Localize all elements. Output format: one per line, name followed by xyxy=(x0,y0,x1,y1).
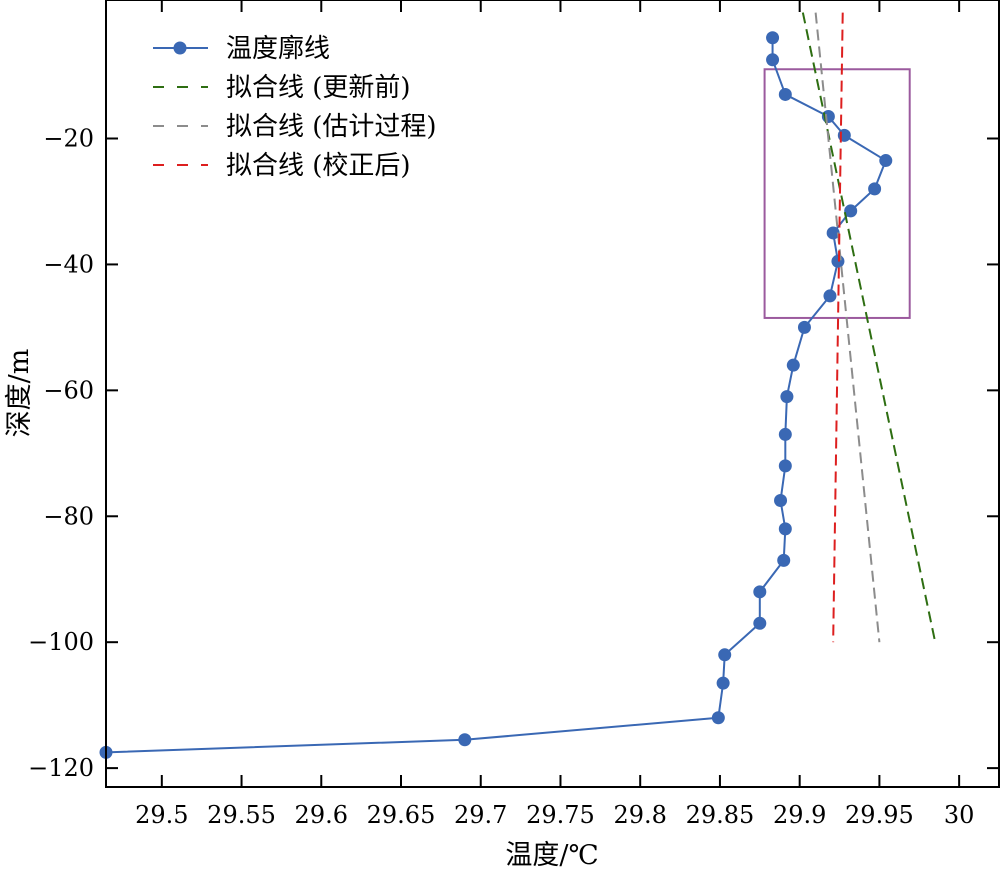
series-0-point xyxy=(778,522,792,536)
y-tick-label: −40 xyxy=(43,250,94,278)
legend-item-2: 拟合线 (估计过程) xyxy=(153,112,437,142)
series-3 xyxy=(832,12,844,643)
series-0-point xyxy=(753,585,767,599)
y-tick-label: −60 xyxy=(43,376,94,404)
x-axis-title: 温度/℃ xyxy=(505,840,598,871)
x-tick-label: 29.7 xyxy=(454,801,507,829)
series-0-point xyxy=(868,182,882,196)
series-2-line xyxy=(814,12,881,643)
series-0-point xyxy=(780,390,794,404)
series-0-point xyxy=(826,226,840,240)
legend-item-3: 拟合线 (校正后) xyxy=(153,151,411,181)
y-tick-label: −20 xyxy=(43,125,94,153)
series-0-point xyxy=(711,711,725,725)
x-tick-label: 29.5 xyxy=(135,801,188,829)
x-tick-label: 29.75 xyxy=(526,801,595,829)
x-tick-label: 29.8 xyxy=(613,801,666,829)
series-1-line xyxy=(801,12,937,643)
x-tick-label: 29.55 xyxy=(207,801,276,829)
series-0-point xyxy=(778,427,792,441)
series-0-point xyxy=(778,459,792,473)
series-0-point xyxy=(879,154,893,168)
series-0-point xyxy=(716,676,730,690)
series-0-point xyxy=(766,53,780,67)
series-0-point xyxy=(786,358,800,372)
x-tick-label: 29.6 xyxy=(295,801,348,829)
legend-label-1: 拟合线 (更新前) xyxy=(226,73,411,103)
series-0-line xyxy=(105,37,887,754)
x-tick-label: 30 xyxy=(944,801,975,829)
y-tick-label: −80 xyxy=(43,502,94,530)
y-tick-label: −120 xyxy=(28,754,94,782)
legend-marker-0 xyxy=(173,41,187,55)
series-layer xyxy=(99,12,937,759)
x-tick-label: 29.9 xyxy=(773,801,826,829)
series-0-point xyxy=(797,320,811,334)
series-0-point xyxy=(458,733,472,747)
plot-frame xyxy=(105,0,1000,788)
legend-label-0: 温度廓线 xyxy=(226,34,330,64)
x-tick-label: 29.95 xyxy=(845,801,914,829)
series-1 xyxy=(801,12,937,643)
series-0-point xyxy=(837,128,851,142)
series-2 xyxy=(814,12,881,643)
series-0-point xyxy=(766,31,780,45)
legend-label-3: 拟合线 (校正后) xyxy=(226,151,411,181)
legend-label-2: 拟合线 (估计过程) xyxy=(226,112,437,142)
annotation-layer xyxy=(763,68,911,319)
legend-item-0: 温度廓线 xyxy=(153,34,330,64)
series-0-point xyxy=(778,87,792,101)
series-0-point xyxy=(831,254,845,268)
x-tick-label: 29.85 xyxy=(686,801,755,829)
plot-area xyxy=(106,0,999,787)
series-0-point xyxy=(823,289,837,303)
axes-layer: 29.5 29.55 29.6 29.65 29.7 29.75 29.8 29.85 29.9… xyxy=(28,0,1000,829)
highlight-box xyxy=(763,68,911,319)
series-0-point xyxy=(844,204,858,218)
series-0-point xyxy=(753,616,767,630)
series-0-point xyxy=(777,553,791,567)
y-axis-title: 深度/m xyxy=(4,349,35,438)
series-0-point xyxy=(774,494,788,508)
y-tick-label: −100 xyxy=(28,628,94,656)
legend-item-1: 拟合线 (更新前) xyxy=(153,73,411,103)
x-tick-label: 29.65 xyxy=(367,801,436,829)
series-3-line xyxy=(832,12,844,643)
series-0-point xyxy=(718,648,732,662)
